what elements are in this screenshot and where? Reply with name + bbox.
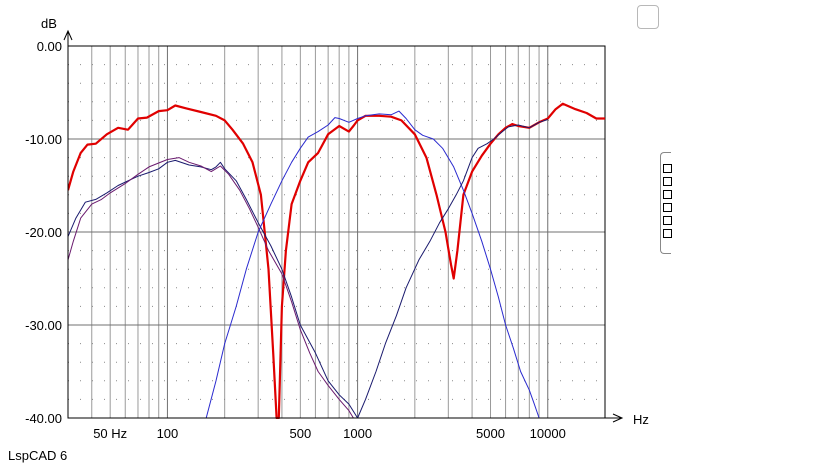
series-toggle-3[interactable]	[663, 190, 672, 199]
x-tick-label: 1000	[343, 426, 372, 441]
grid	[67, 45, 606, 419]
corner-checkbox[interactable]	[637, 5, 659, 29]
series-line-5	[357, 119, 548, 419]
series-line-3	[68, 157, 354, 419]
y-tick-label: -20.00	[25, 225, 62, 240]
x-tick-label: 100	[157, 426, 179, 441]
y-tick-label: 0.00	[37, 39, 62, 54]
y-tick-labels: 0.00 -10.00 -20.00 -30.00 -40.00	[25, 39, 62, 426]
axes	[63, 29, 624, 423]
y-axis-arrow	[63, 29, 73, 41]
series-toggle-2[interactable]	[663, 177, 672, 186]
series-toggle-6[interactable]	[663, 229, 672, 238]
series-toggle-4[interactable]	[663, 203, 672, 212]
series-layer	[68, 102, 605, 419]
y-tick-label: -30.00	[25, 318, 62, 333]
series-line-1	[68, 102, 605, 419]
x-tick-labels: 50 Hz 100 500 1000 5000 10000	[93, 426, 566, 441]
series-toggle-1[interactable]	[663, 164, 672, 173]
x-tick-label: 10000	[530, 426, 566, 441]
x-tick-label: 50 Hz	[93, 426, 127, 441]
series-toggle-5[interactable]	[663, 216, 672, 225]
x-axis-label: Hz	[633, 412, 649, 427]
x-tick-label: 5000	[476, 426, 505, 441]
series-line-4	[205, 110, 540, 419]
x-tick-label: 500	[289, 426, 311, 441]
series-toggle-panel	[660, 152, 671, 254]
series-line-2	[68, 159, 359, 419]
x-axis-arrow	[612, 413, 624, 423]
app-name-label: LspCAD 6	[8, 448, 68, 463]
y-axis-label: dB	[41, 16, 57, 31]
y-tick-label: -10.00	[25, 132, 62, 147]
y-tick-label: -40.00	[25, 411, 62, 426]
